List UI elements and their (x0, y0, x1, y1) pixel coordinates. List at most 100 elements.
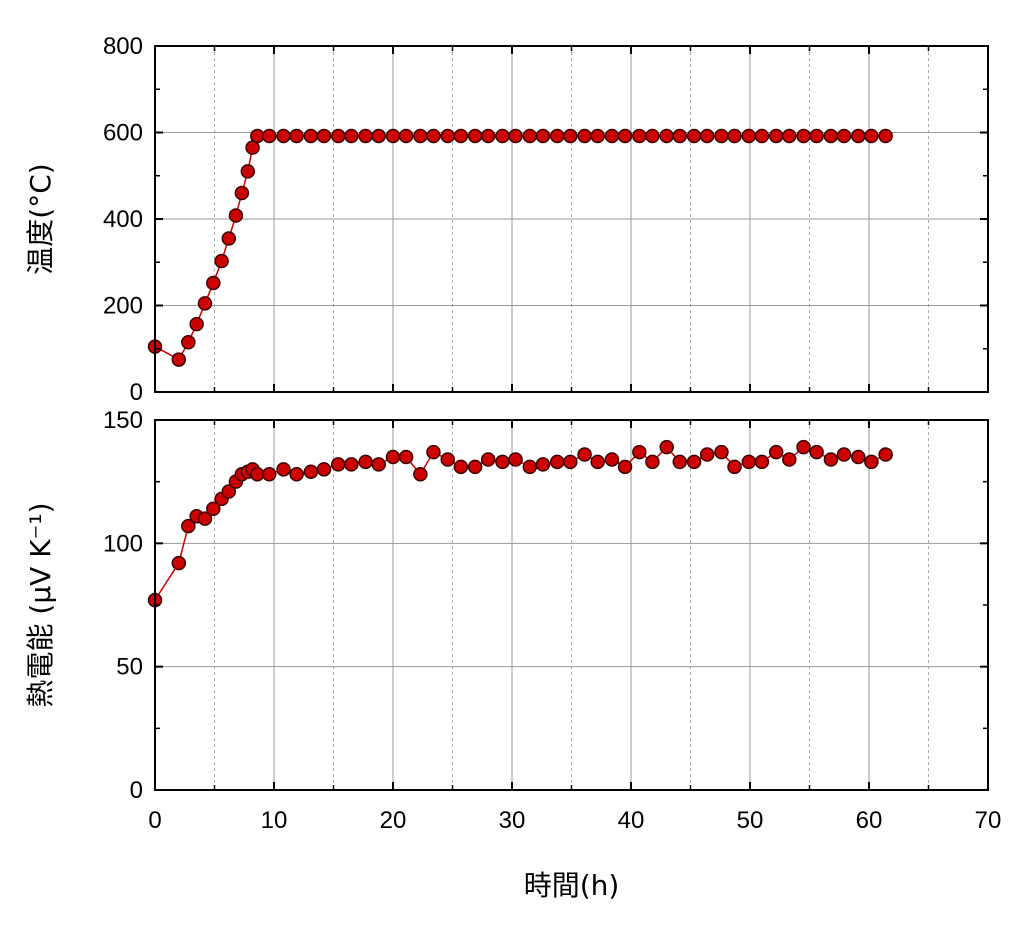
temperature-data-point (768, 128, 784, 144)
thermopower-panel: 0 50 100 150 0 10 20 30 40 50 60 70 熱電能 (μV K⁻¹) 時間… (24, 407, 1001, 902)
temperature-data-point (371, 128, 386, 144)
thermopower-data-point (714, 444, 729, 460)
thermopower-data-point (549, 454, 565, 470)
x-tick-label-60: 60 (856, 807, 883, 834)
temperature-data-point (234, 185, 250, 201)
x-tick-label-30: 30 (499, 807, 526, 834)
temperature-data-point (672, 128, 688, 144)
thermopower-data-point (426, 444, 441, 460)
x-tick-label-10: 10 (261, 807, 288, 834)
thermopower-data-point (782, 452, 797, 467)
thermopower-data-point (413, 467, 428, 482)
x-tick-label-40: 40 (618, 807, 645, 834)
temperature-data-point (549, 128, 565, 144)
thermopower-data-point (768, 444, 784, 460)
temperature-data-point (276, 128, 291, 144)
temperature-data-point (864, 128, 879, 144)
temperature-y-axis-title: 温度(°C) (24, 163, 57, 274)
temperature-data-point (563, 128, 578, 144)
temperature-data-point (331, 128, 346, 144)
thermopower-data-point (331, 457, 346, 472)
thermopower-data-point (672, 454, 688, 470)
thermopower-data-point (604, 452, 620, 467)
thermopower-data-point (276, 462, 291, 477)
thermopower-data-point (522, 459, 538, 475)
thermopower-data-point (303, 464, 319, 480)
thermopower-ytick-label-100: 100 (103, 530, 143, 557)
thermopower-data-point (206, 501, 221, 517)
x-tick-label-20: 20 (380, 807, 407, 834)
thermopower-data-point (632, 444, 647, 460)
temperature-data-point (590, 128, 605, 144)
temperature-data-point (398, 128, 414, 144)
thermopower-data-point (289, 467, 304, 482)
temperature-data-point (440, 128, 455, 144)
temperature-ytick-label-0: 0 (130, 379, 143, 406)
thermopower-data-point (495, 454, 510, 470)
temperature-data-point (289, 128, 304, 144)
thermopower-data-point (686, 454, 702, 470)
temperature-data-point (221, 231, 237, 246)
thermopower-data-point (590, 454, 605, 470)
thermopower-ticks: 0 50 100 150 0 10 20 30 40 50 60 70 (103, 407, 1001, 834)
thermopower-data-point (563, 454, 578, 470)
temperature-data-point (358, 128, 373, 144)
temperature-data-point (426, 128, 441, 144)
thermopower-data-point (851, 449, 866, 465)
temperature-data-point (809, 128, 824, 144)
temperature-ytick-label-600: 600 (103, 120, 143, 147)
temperature-ytick-label-200: 200 (103, 293, 143, 320)
temperature-data-point (261, 128, 277, 144)
temperature-data-point (197, 296, 213, 311)
thermopower-data-point (453, 459, 469, 475)
temperature-data-point (228, 208, 244, 223)
temperature-data-point (495, 128, 510, 144)
thermopower-data-point (250, 467, 265, 482)
temperature-data-point (741, 128, 757, 144)
temperature-data-point (604, 128, 620, 144)
temperature-data-point (316, 128, 332, 144)
thermopower-data-point (617, 459, 633, 475)
temperature-data-point (214, 253, 229, 269)
thermopower-data-point (796, 439, 811, 455)
temperature-ytick-label-400: 400 (103, 206, 143, 233)
temperature-data-point (413, 128, 428, 144)
temperature-data-point (240, 164, 256, 179)
temperature-data-point (727, 128, 742, 144)
thermopower-data-point (440, 452, 455, 467)
temperature-ytick-label-800: 800 (103, 33, 143, 60)
thermopower-data-point (645, 454, 660, 470)
thermopower-data-point (699, 447, 715, 462)
thermopower-data-point (358, 454, 373, 470)
temperature-data-point (659, 128, 674, 144)
temperature-data-point (206, 275, 221, 291)
thermopower-data-point (171, 555, 187, 571)
temperature-data-point (577, 128, 592, 144)
temperature-data-point (699, 128, 715, 144)
thermopower-data-point (727, 459, 742, 475)
thermopower-data-point (809, 444, 824, 460)
thermopower-data-point (741, 454, 757, 470)
temperature-series (147, 128, 893, 367)
thermopower-ytick-label-0: 0 (130, 777, 143, 804)
temperature-data-point (522, 128, 538, 144)
thermopower-data-point (659, 439, 674, 455)
thermopower-data-point (878, 447, 893, 462)
temperature-data-point (480, 128, 496, 144)
temperature-data-point (189, 316, 204, 332)
thermopower-data-point (836, 447, 852, 462)
thermopower-data-point (316, 462, 332, 477)
temperature-data-point (181, 335, 196, 350)
temperature-data-point (508, 128, 523, 144)
thermopower-data-point (823, 452, 839, 467)
thermopower-ytick-label-50: 50 (116, 654, 143, 681)
thermopower-data-point (344, 457, 359, 472)
thermopower-data-point (197, 511, 213, 526)
thermopower-data-point (480, 452, 496, 467)
temperature-data-point (754, 128, 770, 144)
thermopower-data-point (398, 449, 414, 465)
thermopower-data-point (754, 454, 770, 470)
temperature-data-point (303, 128, 319, 144)
x-tick-label-70: 70 (975, 807, 1002, 834)
